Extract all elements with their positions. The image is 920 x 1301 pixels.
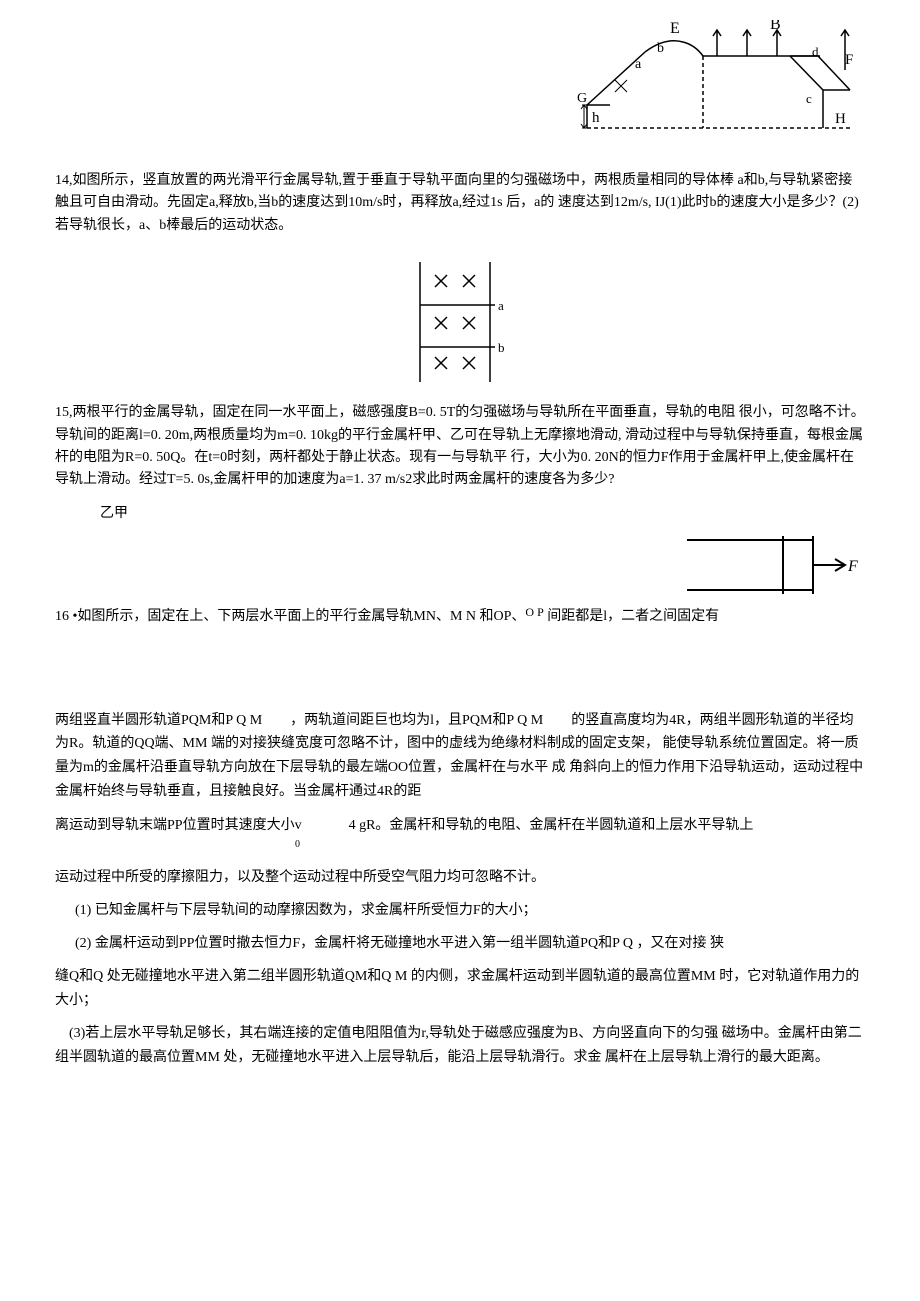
- p16-mid2a: 离运动到导轨末端PP位置时其速度大小v: [55, 818, 302, 833]
- problem-16-opening: 16 •如图所示，固定在上、下两层水平面上的平行金属导轨MN、M N 和OP、O…: [0, 605, 920, 639]
- figure-15-svg: F: [685, 532, 860, 600]
- svg-text:G: G: [577, 91, 587, 106]
- problem-14: 14,如图所示，竖直放置的两光滑平行金属导轨,置于垂直于导轨平面向里的匀强磁场中…: [0, 170, 920, 247]
- svg-text:b: b: [657, 41, 664, 56]
- p16-mid-text: 两组竖直半圆形轨道PQM和P Q M ，两轨道间距巨也均为l，且PQM和P Q …: [55, 713, 863, 799]
- problem-16-q2: (2) 金属杆运动到PP位置时撤去恒力F，金属杆将无碰撞地水平进入第一组半圆轨道…: [0, 928, 920, 960]
- problem-15: 15,两根平行的金属导轨，固定在同一水平面上，磁感强度B=0. 5T的匀强磁场与…: [0, 402, 920, 502]
- svg-text:b: b: [498, 340, 505, 355]
- problem-16-q3: (3)若上层水平导轨足够长，其右端连接的定值电阻阻值为r,导轨处于磁感应强度为B…: [0, 1017, 920, 1075]
- problem-16-q1: (1) 已知金属杆与下层导轨间的动摩擦因数为，求金属杆所受恒力F的大小；: [0, 895, 920, 927]
- svg-text:d: d: [812, 44, 819, 59]
- p16-q2b-text: 缝Q和Q 处无碰撞地水平进入第二组半圆形轨道QM和Q M 的内侧，求金属杆运动到…: [55, 969, 859, 1008]
- p16-q3-text: (3)若上层水平导轨足够长，其右端连接的定值电阻阻值为r,导轨处于磁感应强度为B…: [55, 1022, 865, 1070]
- svg-text:F: F: [845, 52, 853, 68]
- figure-13-svg: G h a E b B: [575, 20, 860, 140]
- p16-opening-b: 间距都是l，二者之间固定有: [544, 609, 719, 624]
- svg-text:E: E: [670, 20, 680, 37]
- svg-text:F: F: [847, 558, 858, 575]
- svg-text:B: B: [770, 20, 781, 33]
- svg-text:H: H: [835, 111, 846, 127]
- p16-q2-text: (2) 金属杆运动到PP位置时撤去恒力F，金属杆将无碰撞地水平进入第一组半圆轨道…: [75, 936, 724, 951]
- problem-14-text: 14,如图所示，竖直放置的两光滑平行金属导轨,置于垂直于导轨平面向里的匀强磁场中…: [55, 173, 859, 233]
- p16-q1-text: (1) 已知金属杆与下层导轨间的动摩擦因数为，求金属杆所受恒力F的大小；: [75, 903, 537, 918]
- problem-16-mid2: 离运动到导轨末端PP位置时其速度大小v 4 gR。金属杆和导轨的电阻、金属杆在半…: [0, 814, 920, 867]
- svg-text:c: c: [806, 91, 812, 106]
- figure-13-wrapper: G h a E b B: [0, 0, 920, 170]
- svg-text:a: a: [498, 298, 504, 313]
- figure-14-svg: a b: [395, 257, 525, 387]
- problem-16-q2b: 缝Q和Q 处无碰撞地水平进入第二组半圆形轨道QM和Q M 的内侧，求金属杆运动到…: [0, 960, 920, 1018]
- p16-mid2sub: 0: [295, 836, 300, 853]
- svg-text:a: a: [635, 57, 642, 72]
- problem-16-mid3: 运动过程中所受的摩擦阻力，以及整个运动过程中所受空气阻力均可忽略不计。: [0, 866, 920, 895]
- p16-mid2b: 4 gR。金属杆和导轨的电阻、金属杆在半圆轨道和上层水平导轨上: [349, 818, 754, 833]
- p16-mid3-text: 运动过程中所受的摩擦阻力，以及整个运动过程中所受空气阻力均可忽略不计。: [55, 870, 545, 885]
- figure-14-wrapper: a b: [0, 247, 920, 402]
- p16-opening-a: 16 •如图所示，固定在上、下两层水平面上的平行金属导轨MN、M N 和OP、: [55, 609, 525, 624]
- p16-opening-sup: O P: [525, 605, 543, 619]
- problem-15-text: 15,两根平行的金属导轨，固定在同一水平面上，磁感强度B=0. 5T的匀强磁场与…: [55, 405, 865, 487]
- problem-15-sublabel: 乙甲: [0, 502, 920, 522]
- svg-text:h: h: [592, 110, 600, 126]
- figure-15-wrapper: F: [0, 522, 920, 605]
- problem-16-mid: 两组竖直半圆形轨道PQM和P Q M ，两轨道间距巨也均为l，且PQM和P Q …: [0, 639, 920, 814]
